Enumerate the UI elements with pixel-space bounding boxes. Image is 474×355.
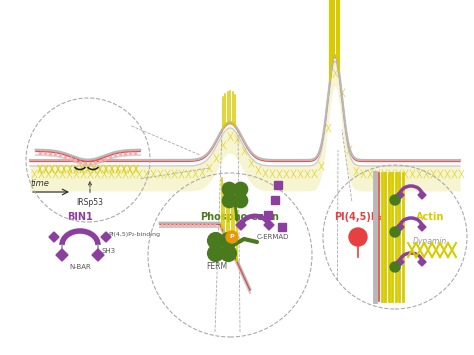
Text: PI(4,5)P₂: PI(4,5)P₂ — [334, 212, 382, 222]
Text: C-ERMAD: C-ERMAD — [257, 234, 289, 240]
Polygon shape — [56, 249, 68, 261]
Circle shape — [208, 233, 224, 248]
Polygon shape — [236, 220, 246, 230]
Text: PI(4,5)P₂-binding: PI(4,5)P₂-binding — [108, 232, 160, 237]
Circle shape — [390, 227, 400, 237]
Text: BIN1: BIN1 — [67, 212, 93, 222]
Text: Phospho-ezrin: Phospho-ezrin — [201, 212, 280, 222]
Circle shape — [390, 262, 400, 272]
Polygon shape — [396, 223, 404, 231]
Polygon shape — [396, 258, 404, 266]
Text: N-BAR: N-BAR — [69, 264, 91, 270]
FancyBboxPatch shape — [264, 211, 272, 219]
Circle shape — [220, 245, 237, 261]
Text: FERM: FERM — [207, 262, 228, 271]
Polygon shape — [49, 232, 59, 242]
Polygon shape — [418, 223, 426, 231]
Polygon shape — [264, 220, 274, 230]
Text: Dynamin: Dynamin — [413, 237, 447, 246]
Text: IRSp53: IRSp53 — [76, 182, 103, 207]
Circle shape — [208, 245, 224, 261]
Circle shape — [226, 231, 238, 243]
Circle shape — [234, 182, 247, 196]
FancyBboxPatch shape — [271, 196, 279, 204]
Polygon shape — [92, 249, 104, 261]
Circle shape — [222, 194, 237, 208]
Polygon shape — [396, 191, 404, 199]
Text: SH3: SH3 — [102, 248, 116, 254]
FancyBboxPatch shape — [274, 181, 282, 189]
Circle shape — [390, 195, 400, 205]
Polygon shape — [418, 191, 426, 199]
Circle shape — [349, 228, 367, 246]
Text: Actin: Actin — [416, 212, 444, 222]
Polygon shape — [101, 232, 111, 242]
FancyBboxPatch shape — [278, 223, 286, 231]
Circle shape — [234, 194, 247, 208]
Circle shape — [222, 182, 237, 196]
Polygon shape — [418, 258, 426, 266]
Text: P: P — [230, 235, 234, 240]
Text: time: time — [30, 179, 49, 188]
Circle shape — [220, 233, 237, 248]
